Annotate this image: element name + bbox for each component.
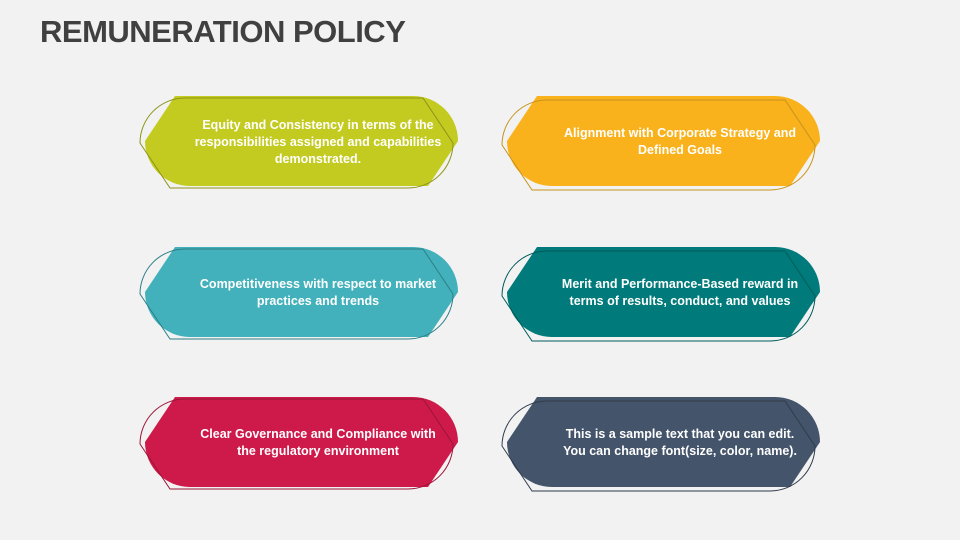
card-outline-shape	[139, 398, 454, 490]
card-fill-shape	[507, 247, 820, 337]
card-outline-shape	[139, 97, 454, 189]
card-fill-shape	[507, 397, 820, 487]
card-fill-shape	[145, 96, 458, 186]
card-equity: Equity and Consistency in terms of the r…	[139, 96, 470, 196]
card-governance: Clear Governance and Compliance with the…	[139, 397, 470, 497]
card-outline-shape	[139, 248, 454, 340]
card-text: Competitiveness with respect to market p…	[199, 277, 437, 308]
card-text: Clear Governance and Compliance with the…	[200, 427, 436, 458]
card-outline-shape	[501, 99, 816, 191]
card-text: This is a sample text that you can edit.…	[563, 427, 797, 458]
card-text: Alignment with Corporate Strategy and De…	[564, 126, 796, 157]
card-text: Merit and Performance-Based reward in te…	[561, 277, 799, 308]
card-alignment: Alignment with Corporate Strategy and De…	[501, 96, 832, 196]
card-text: Equity and Consistency in terms of the r…	[194, 117, 442, 166]
card-fill-shape	[507, 96, 820, 186]
card-sample-text: This is a sample text that you can edit.…	[501, 397, 832, 497]
card-outline-shape	[501, 250, 816, 342]
card-fill-shape	[145, 397, 458, 487]
card-fill-shape	[145, 247, 458, 337]
page-title: REMUNERATION POLICY	[40, 14, 406, 49]
card-outline-shape	[501, 400, 816, 492]
card-competitiveness: Competitiveness with respect to market p…	[139, 247, 470, 347]
card-merit: Merit and Performance-Based reward in te…	[501, 247, 832, 347]
